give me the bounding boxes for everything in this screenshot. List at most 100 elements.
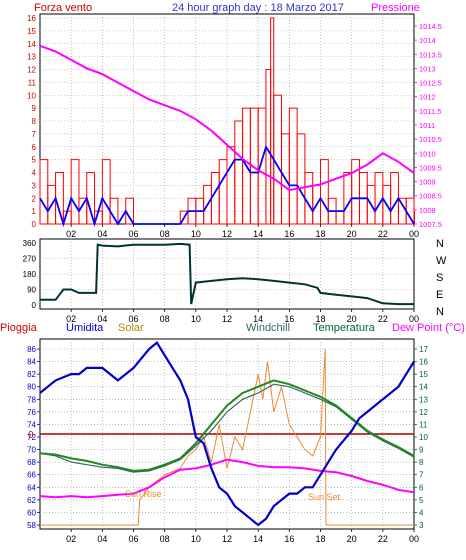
direction-tick-label: 360 [23, 239, 37, 248]
mid-panel-marks [40, 242, 414, 306]
humidity-tick-label: 64 [27, 483, 36, 492]
solar-label: Solar [118, 322, 144, 334]
solar-line [40, 348, 414, 526]
humidity-tick-label: 68 [27, 458, 36, 467]
humidity-tick-label: 80 [27, 383, 36, 392]
wind-bar [101, 159, 111, 225]
compass-label: W [436, 255, 447, 267]
direction-tick-label: 180 [23, 270, 37, 279]
x-tick-label: 18 [315, 229, 325, 239]
x-tick-label: 02 [66, 229, 76, 239]
sunset-label: Sun Set [308, 492, 341, 502]
wind-bar [320, 159, 329, 225]
x-tick-label: 16 [284, 229, 294, 239]
temperature-tick-label: 3 [419, 521, 424, 530]
pressure-line [39, 44, 415, 192]
wind-tick-label: 6 [32, 143, 37, 152]
x-tick-label: 12 [222, 534, 232, 544]
temperature-tick-label: 8 [419, 458, 424, 467]
dewpoint-label: Dew Point (°C) [392, 322, 465, 334]
x-tick-label: 20 [347, 314, 357, 324]
x-tick-label: 14 [253, 534, 263, 544]
pressure-tick-label: 1012.5 [419, 79, 442, 88]
temperature-tick-label: 16 [419, 358, 428, 367]
wind-tick-label: 2 [32, 194, 37, 203]
x-tick-label: 06 [128, 534, 138, 544]
x-tick-label: 04 [97, 229, 107, 239]
x-tick-label: 06 [128, 229, 138, 239]
compass-label: S [436, 272, 443, 284]
x-tick-label: 10 [191, 229, 201, 239]
compass-label: N [436, 306, 444, 318]
wind-average-line [39, 144, 415, 228]
rain-zero-label: 0 [28, 430, 34, 441]
temperature-tick-label: 13 [419, 395, 428, 404]
temperature-tick-label: 5 [419, 496, 424, 505]
bottom-panel-grid [40, 339, 414, 529]
pressure-tick-label: 1011.5 [419, 107, 441, 116]
humidity-line [39, 341, 415, 527]
chart-title: 24 hour graph day : 18 Marzo 2017 [172, 2, 344, 14]
x-tick-label: 00 [409, 534, 419, 544]
pressure-tick-label: 1010 [419, 149, 436, 158]
bottom-panel-ticks: 02 04 06 08 10 12 14 16 18 20 22 005860626466687072… [27, 345, 428, 544]
pressure-tick-label: 1012 [419, 93, 436, 102]
temperature-tick-label: 12 [419, 408, 428, 417]
x-tick-label: 18 [315, 314, 325, 324]
pressure-tick-label: 1009 [419, 178, 436, 187]
temperature-label: Temperatura [313, 322, 376, 334]
x-tick-label: 08 [160, 534, 170, 544]
x-tick-label: 06 [128, 314, 138, 324]
wind-tick-label: 14 [27, 40, 36, 49]
humidity-tick-label: 84 [27, 358, 36, 367]
wind-tick-label: 1 [32, 207, 37, 216]
wind-tick-label: 13 [27, 53, 36, 62]
wind-tick-label: 16 [27, 14, 36, 23]
compass-label: E [436, 289, 443, 301]
x-tick-label: 16 [284, 534, 294, 544]
pressure-tick-label: 1010.5 [419, 135, 442, 144]
wind-tick-label: 4 [32, 169, 37, 178]
x-tick-label: 16 [284, 314, 294, 324]
pressure-tick-label: 1013.5 [419, 50, 442, 59]
direction-tick-label: 0 [32, 301, 37, 310]
x-tick-label: 20 [347, 229, 357, 239]
wind-tick-label: 7 [32, 130, 37, 139]
temperature-tick-label: 7 [419, 471, 424, 480]
wind-tick-label: 12 [27, 66, 36, 75]
x-tick-label: 22 [378, 314, 388, 324]
x-tick-label: 10 [191, 314, 201, 324]
pressure-tick-label: 1013 [419, 64, 436, 73]
wind-tick-label: 10 [27, 91, 36, 100]
x-tick-label: 02 [66, 314, 76, 324]
pressure-tick-label: 1008 [419, 206, 436, 215]
temperature-tick-label: 15 [419, 370, 428, 379]
windchill-line [39, 383, 415, 473]
humidity-tick-label: 74 [27, 420, 36, 429]
wind-tick-label: 15 [27, 27, 36, 36]
wind-bar [413, 210, 415, 225]
humidity-tick-label: 72 [27, 433, 36, 442]
sunrise-label: Sun Rise [125, 489, 162, 499]
temperature-tick-label: 17 [419, 345, 428, 354]
wind-bar [70, 159, 80, 225]
compass-label: N [436, 238, 444, 250]
humidity-tick-label: 70 [27, 446, 36, 455]
humidity-tick-label: 86 [27, 345, 36, 354]
humidity-tick-label: 78 [27, 395, 36, 404]
humidity-tick-label: 76 [27, 408, 36, 417]
wind-tick-label: 3 [32, 181, 37, 190]
direction-tick-label: 270 [23, 255, 37, 264]
pressure-tick-label: 1007.5 [419, 220, 442, 229]
mid-panel-grid [40, 239, 414, 309]
temperature-tick-label: 11 [419, 420, 428, 429]
wind-tick-label: 0 [32, 220, 37, 229]
x-tick-label: 08 [160, 314, 170, 324]
pressure-tick-label: 1008.5 [419, 192, 442, 201]
bottom-panel-marks [39, 341, 415, 527]
temperature-tick-label: 14 [419, 383, 428, 392]
wind-axis-label: Forza vento [34, 2, 92, 14]
